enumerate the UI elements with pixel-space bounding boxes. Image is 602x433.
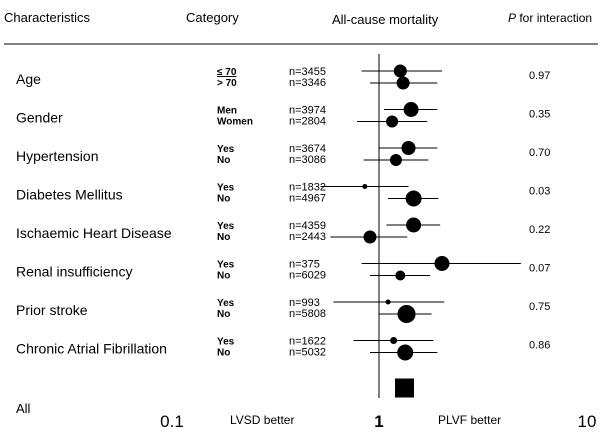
category-label: No: [217, 194, 230, 205]
category-label: Yes: [217, 144, 235, 155]
hr-point: [397, 344, 414, 361]
hr-point: [389, 154, 402, 166]
hr-point: [406, 217, 422, 233]
sample-size: n=993: [289, 297, 320, 309]
category-label: No: [217, 155, 230, 166]
sample-size: n=1832: [289, 182, 326, 194]
p-value: 0.03: [529, 186, 550, 198]
x-tick-label-2: 10: [578, 412, 597, 431]
category-label: Yes: [217, 298, 235, 309]
hr-point: [403, 102, 419, 117]
hr-point: [390, 337, 398, 344]
sample-size: n=6029: [289, 270, 326, 282]
category-label: Yes: [217, 221, 235, 232]
header-p-symbol: P: [508, 11, 516, 25]
sample-size: n=5808: [289, 308, 326, 320]
hr-point: [395, 270, 406, 281]
characteristic-label: Prior stroke: [16, 302, 88, 318]
header-category: Category: [186, 10, 239, 25]
characteristic-label: Hypertension: [16, 148, 99, 164]
hr-point: [405, 190, 422, 207]
characteristic-label: Diabetes Mellitus: [16, 187, 123, 203]
p-value: 0.22: [529, 224, 550, 236]
category-label: Men: [217, 106, 237, 117]
sample-size: n=3674: [289, 143, 326, 155]
right-direction-label: PLVF better: [438, 413, 501, 427]
p-value: 0.75: [529, 301, 550, 313]
category-label: Yes: [217, 183, 235, 194]
hr-point: [397, 305, 416, 323]
p-value: 0.07: [529, 263, 550, 275]
sample-size: n=2804: [289, 116, 326, 128]
header-p-for-interaction: P for interaction: [508, 11, 592, 25]
sample-size: n=2443: [289, 231, 326, 243]
sample-size: n=3086: [289, 154, 326, 166]
hr-point: [385, 299, 391, 305]
characteristic-label: Age: [16, 71, 41, 87]
category-label: Yes: [217, 337, 235, 348]
category-label: > 70: [217, 78, 237, 89]
header-p-text: for interaction: [516, 11, 592, 25]
x-tick-label-1: 1: [374, 412, 383, 431]
p-value: 0.35: [529, 109, 550, 121]
hr-point: [396, 76, 410, 90]
category-label: No: [217, 348, 230, 359]
category-label: No: [217, 232, 230, 243]
category-label: Women: [217, 117, 253, 128]
sample-size: n=375: [289, 259, 320, 271]
characteristic-label: Ischaemic Heart Disease: [16, 225, 172, 241]
p-value: 0.70: [529, 147, 550, 159]
sample-size: n=3455: [289, 66, 326, 78]
category-label: ≤ 70: [217, 67, 237, 78]
hr-point: [386, 115, 399, 128]
characteristic-label: Renal insufficiency: [16, 264, 132, 280]
p-value: 0.97: [529, 70, 550, 82]
sample-size: n=3974: [289, 105, 326, 117]
category-label: Yes: [217, 260, 235, 271]
overall-hr-square: [395, 378, 415, 398]
hr-point: [434, 256, 450, 271]
sample-size: n=5032: [289, 347, 326, 359]
hr-point: [393, 64, 407, 78]
hr-point: [401, 141, 416, 155]
x-tick-label-0: 0.1: [160, 412, 184, 431]
characteristic-label: Chronic Atrial Fibrillation: [16, 341, 167, 357]
header-outcome: All-cause mortality: [332, 12, 439, 27]
sample-size: n=4359: [289, 220, 326, 232]
hr-point: [362, 184, 368, 189]
sample-size: n=1622: [289, 336, 326, 348]
category-label: No: [217, 271, 230, 282]
left-direction-label: LVSD better: [230, 413, 294, 427]
p-value: 0.86: [529, 340, 550, 352]
header-characteristics: Characteristics: [4, 10, 90, 25]
hr-point: [363, 230, 377, 244]
sample-size: n=3346: [289, 77, 326, 89]
category-label: No: [217, 309, 230, 320]
overall-label: All: [16, 401, 31, 416]
characteristic-label: Gender: [16, 110, 63, 126]
forest-rows: Age 0.97 ≤ 70 n=3455 > 70 n=3346 Gender 0.35 Men…: [16, 64, 550, 416]
sample-size: n=4967: [289, 193, 326, 205]
